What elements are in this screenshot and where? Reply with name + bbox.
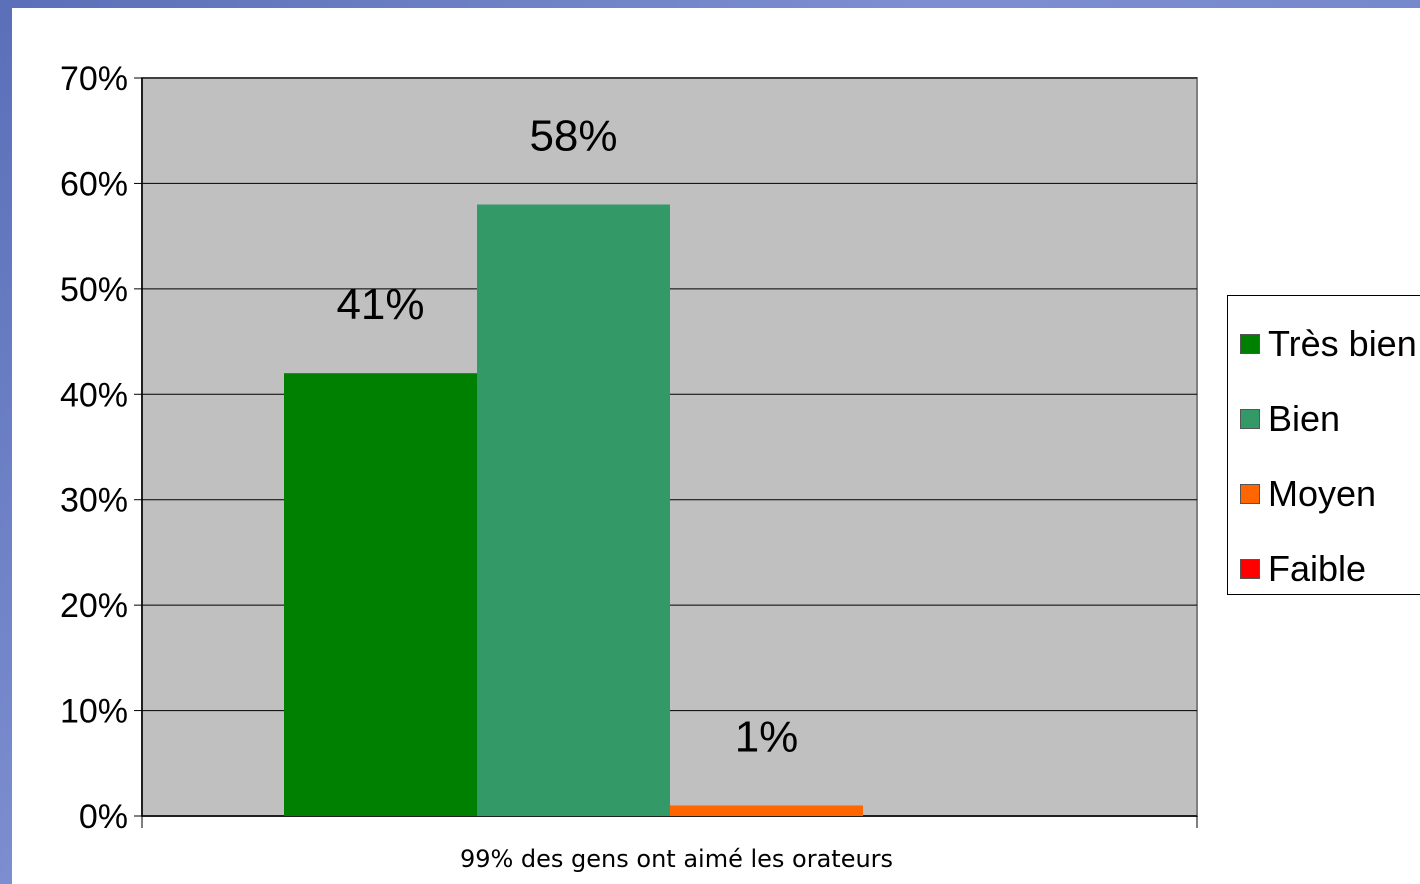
y-tick-label: 40% xyxy=(60,376,128,414)
legend-item: Très bien xyxy=(1240,323,1417,364)
data-label: 41% xyxy=(336,280,424,329)
bar-bien xyxy=(477,204,670,816)
legend-swatch xyxy=(1240,334,1260,354)
y-tick-label: 60% xyxy=(60,165,128,203)
y-tick-label: 10% xyxy=(60,693,128,731)
y-tick-label: 50% xyxy=(60,271,128,309)
data-label: 1% xyxy=(735,712,799,761)
y-tick-label: 70% xyxy=(60,60,128,98)
legend-item: Faible xyxy=(1240,548,1367,589)
y-tick-label: 20% xyxy=(60,587,128,625)
legend-swatch xyxy=(1240,559,1260,579)
legend-label: Faible xyxy=(1268,548,1367,589)
chart-legend: Très bien Bien Moyen Faible xyxy=(1227,295,1420,595)
legend-label: Moyen xyxy=(1268,473,1377,514)
chart-panel: 0% 10% 20% 30% 40% 50% 60% 70% 41% 58% 1% 99% des g… xyxy=(12,8,1420,884)
y-tick-label: 0% xyxy=(79,798,128,836)
legend-item: Bien xyxy=(1240,398,1341,439)
legend-label: Bien xyxy=(1268,398,1341,439)
bar-chart: 0% 10% 20% 30% 40% 50% 60% 70% 41% 58% 1% 99% des g… xyxy=(60,60,1198,873)
bar-tr-s-bien xyxy=(284,373,477,816)
legend-swatch xyxy=(1240,484,1260,504)
legend-label: Très bien xyxy=(1268,323,1417,364)
data-label: 58% xyxy=(529,112,617,161)
bar-moyen xyxy=(670,805,863,816)
y-tick-label: 30% xyxy=(60,482,128,520)
x-category-label: 99% des gens ont aimé les orateurs xyxy=(460,845,893,873)
legend-item: Moyen xyxy=(1240,473,1377,514)
legend-swatch xyxy=(1240,409,1260,429)
